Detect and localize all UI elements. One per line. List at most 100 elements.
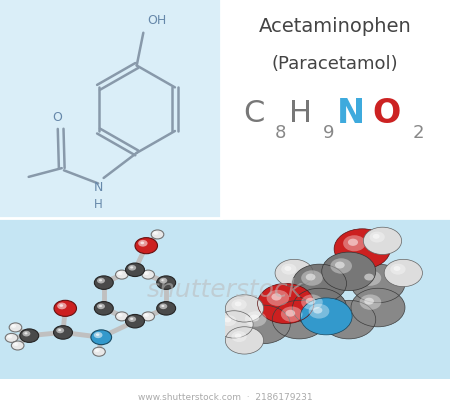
Circle shape xyxy=(330,307,352,322)
Circle shape xyxy=(235,333,242,338)
Circle shape xyxy=(266,290,289,306)
Text: N: N xyxy=(337,97,365,130)
Circle shape xyxy=(91,330,112,345)
Circle shape xyxy=(394,266,400,271)
Circle shape xyxy=(351,264,405,303)
Circle shape xyxy=(94,349,100,352)
Circle shape xyxy=(231,299,247,310)
Circle shape xyxy=(7,335,12,338)
Circle shape xyxy=(245,311,266,327)
Circle shape xyxy=(157,302,176,315)
Circle shape xyxy=(369,232,385,243)
Circle shape xyxy=(335,310,345,317)
Circle shape xyxy=(364,274,374,281)
Circle shape xyxy=(275,259,313,287)
Circle shape xyxy=(364,227,401,255)
Circle shape xyxy=(301,270,323,286)
Circle shape xyxy=(384,259,423,287)
Circle shape xyxy=(22,331,31,337)
Text: 2: 2 xyxy=(412,124,423,142)
Circle shape xyxy=(54,326,72,339)
Circle shape xyxy=(144,272,149,275)
Text: O: O xyxy=(372,97,400,130)
Circle shape xyxy=(58,329,61,331)
Circle shape xyxy=(8,335,10,337)
Circle shape xyxy=(161,305,164,307)
Circle shape xyxy=(249,315,259,321)
Circle shape xyxy=(138,240,148,247)
Circle shape xyxy=(128,265,136,271)
Circle shape xyxy=(284,266,291,271)
Circle shape xyxy=(306,298,315,304)
Circle shape xyxy=(24,332,27,335)
Circle shape xyxy=(351,288,405,327)
Circle shape xyxy=(145,314,147,316)
Circle shape xyxy=(56,328,64,333)
Circle shape xyxy=(157,276,176,289)
Text: www.shutterstock.com  ·  2186179231: www.shutterstock.com · 2186179231 xyxy=(138,393,312,402)
Circle shape xyxy=(322,300,376,339)
Circle shape xyxy=(348,239,358,246)
Text: H: H xyxy=(289,99,312,128)
Circle shape xyxy=(301,298,352,335)
Circle shape xyxy=(11,324,16,328)
Circle shape xyxy=(221,315,236,326)
Circle shape xyxy=(154,232,156,234)
Circle shape xyxy=(96,349,98,351)
Circle shape xyxy=(364,298,374,304)
Circle shape xyxy=(142,312,154,321)
Circle shape xyxy=(130,318,133,320)
Circle shape xyxy=(94,302,113,315)
Circle shape xyxy=(5,333,18,342)
Circle shape xyxy=(14,343,17,345)
Circle shape xyxy=(99,305,102,307)
Text: Acetaminophen: Acetaminophen xyxy=(259,17,412,37)
Circle shape xyxy=(236,305,290,344)
Circle shape xyxy=(54,300,76,316)
Circle shape xyxy=(285,310,295,317)
Circle shape xyxy=(93,347,105,356)
Circle shape xyxy=(225,295,264,322)
Circle shape xyxy=(12,325,14,327)
Circle shape xyxy=(272,300,326,339)
Circle shape xyxy=(159,278,167,283)
Circle shape xyxy=(140,241,144,244)
Text: C: C xyxy=(243,99,265,128)
Text: N: N xyxy=(94,181,103,194)
Circle shape xyxy=(20,329,39,342)
Circle shape xyxy=(231,331,247,342)
Text: shutterstock: shutterstock xyxy=(147,279,303,302)
Circle shape xyxy=(161,279,164,281)
Circle shape xyxy=(235,302,242,307)
Circle shape xyxy=(142,270,154,279)
Circle shape xyxy=(159,304,167,309)
Circle shape xyxy=(373,234,380,239)
Circle shape xyxy=(360,270,381,286)
Circle shape xyxy=(59,304,63,307)
Text: O: O xyxy=(52,112,62,124)
Circle shape xyxy=(153,231,158,235)
Circle shape xyxy=(281,307,302,322)
Circle shape xyxy=(334,229,391,269)
Circle shape xyxy=(144,313,149,317)
Text: 8: 8 xyxy=(274,124,286,142)
Text: H: H xyxy=(94,198,103,211)
Circle shape xyxy=(151,230,164,239)
Text: 9: 9 xyxy=(323,124,334,142)
Circle shape xyxy=(118,314,121,316)
Circle shape xyxy=(96,333,99,336)
Circle shape xyxy=(335,262,345,269)
Circle shape xyxy=(360,295,381,310)
Circle shape xyxy=(215,311,253,338)
Circle shape xyxy=(224,317,231,322)
Circle shape xyxy=(118,272,121,274)
Text: OH: OH xyxy=(148,14,167,27)
Circle shape xyxy=(309,304,329,318)
Circle shape xyxy=(99,279,102,281)
Circle shape xyxy=(390,264,405,275)
Circle shape xyxy=(330,258,352,274)
Circle shape xyxy=(145,272,147,274)
Circle shape xyxy=(306,274,315,281)
Circle shape xyxy=(97,304,105,309)
Circle shape xyxy=(117,272,122,275)
